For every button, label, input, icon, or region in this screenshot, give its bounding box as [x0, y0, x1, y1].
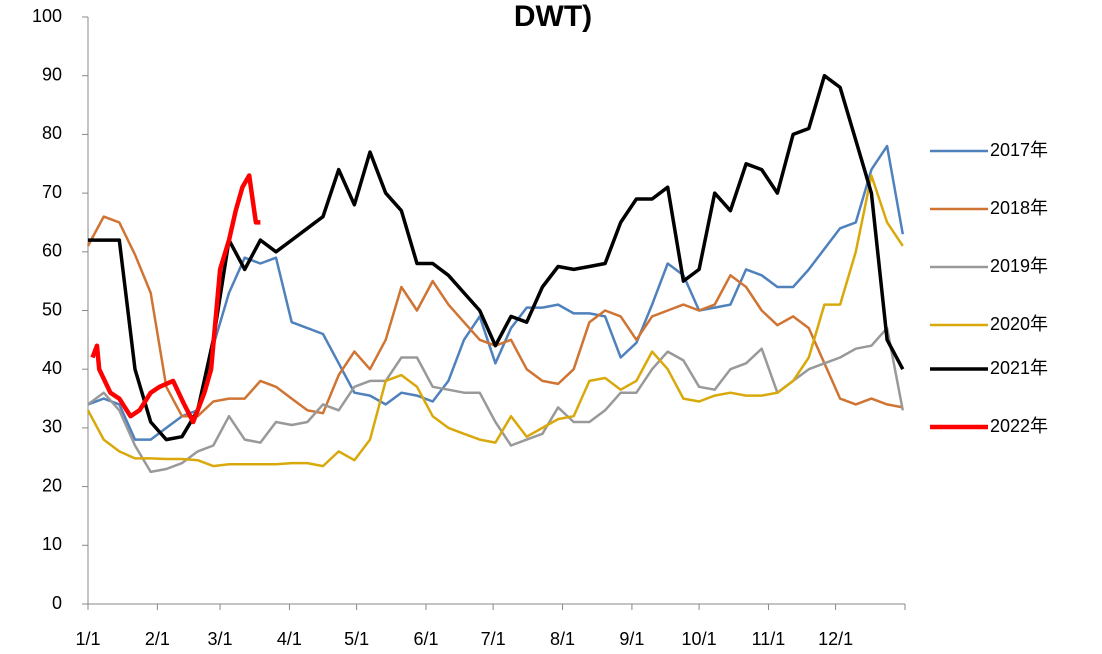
- y-tick-label: 10: [42, 534, 62, 554]
- legend-label: 2021年: [990, 358, 1048, 378]
- x-tick-label: 8/1: [550, 629, 575, 649]
- y-tick-label: 60: [42, 241, 62, 261]
- x-tick-label: 9/1: [619, 629, 644, 649]
- y-tick-label: 70: [42, 182, 62, 202]
- x-tick-label: 10/1: [682, 629, 717, 649]
- series-line: [87, 326, 905, 474]
- x-tick-label: 11/1: [752, 629, 786, 649]
- x-tick-label: 6/1: [413, 629, 438, 649]
- y-tick-label: 80: [42, 123, 62, 143]
- series-line: [88, 73, 905, 442]
- series-line: [86, 174, 904, 468]
- y-tick-label: 30: [42, 417, 62, 437]
- series-line: [90, 173, 261, 425]
- y-tick-label: 100: [32, 6, 62, 26]
- x-tick-label: 12/1: [818, 629, 853, 649]
- x-tick-label: 5/1: [344, 629, 369, 649]
- x-tick-label: 3/1: [208, 629, 233, 649]
- legend-label: 2018年: [990, 198, 1048, 218]
- legend-label: 2020年: [990, 314, 1048, 334]
- y-tick-label: 20: [42, 475, 62, 495]
- y-tick-label: 40: [42, 358, 62, 378]
- x-tick-label: 2/1: [145, 629, 170, 649]
- legend-label: 2017年: [990, 140, 1048, 160]
- y-tick-label: 50: [42, 299, 62, 319]
- series-line: [87, 144, 905, 441]
- legend-label: 2022年: [990, 416, 1048, 436]
- x-tick-label: 7/1: [481, 629, 506, 649]
- legend-label: 2019年: [990, 256, 1048, 276]
- chart-title: DWT): [514, 0, 592, 33]
- x-tick-label: 4/1: [277, 629, 302, 649]
- y-tick-label: 0: [52, 593, 62, 613]
- y-tick-label: 90: [42, 64, 62, 84]
- series-line: [86, 215, 904, 418]
- x-tick-label: 1/1: [75, 629, 100, 649]
